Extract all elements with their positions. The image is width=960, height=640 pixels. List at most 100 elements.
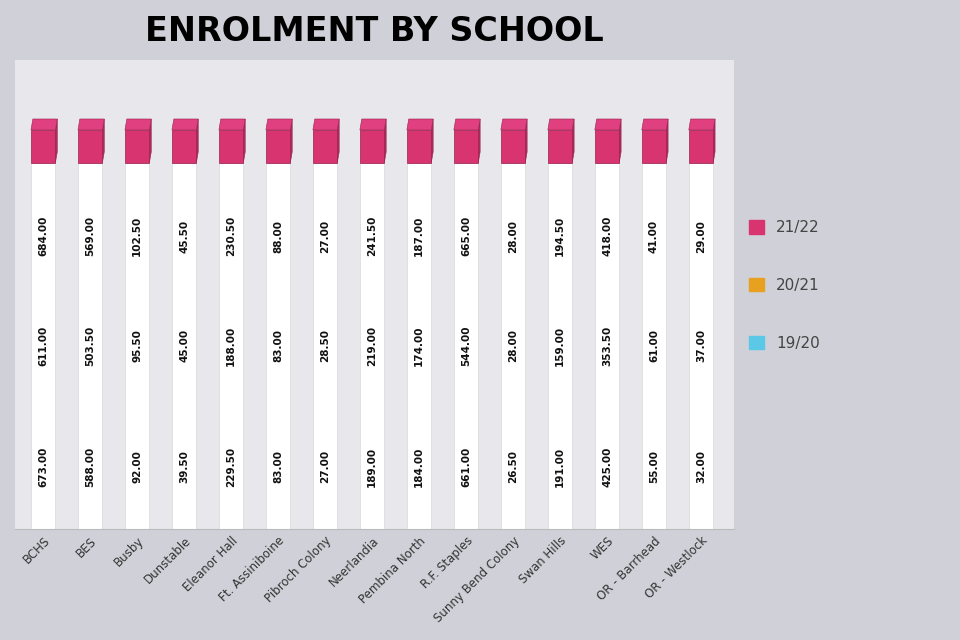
Text: 588.00: 588.00: [85, 447, 95, 487]
Text: 88.00: 88.00: [273, 220, 283, 253]
Polygon shape: [219, 119, 245, 130]
Bar: [31, 130, 56, 163]
Bar: [313, 163, 337, 529]
Text: 544.00: 544.00: [461, 326, 471, 366]
Bar: [313, 130, 337, 163]
Text: 95.50: 95.50: [132, 330, 142, 362]
Polygon shape: [31, 119, 58, 130]
Title: ENROLMENT BY SCHOOL: ENROLMENT BY SCHOOL: [145, 15, 604, 48]
Bar: [360, 130, 384, 163]
Text: 28.00: 28.00: [508, 220, 518, 253]
Polygon shape: [243, 119, 245, 163]
Bar: [407, 163, 431, 529]
Bar: [454, 163, 478, 529]
Polygon shape: [337, 119, 339, 163]
Polygon shape: [548, 119, 574, 130]
Text: 673.00: 673.00: [38, 447, 48, 487]
Text: 661.00: 661.00: [461, 447, 471, 487]
Text: 32.00: 32.00: [696, 450, 706, 483]
Text: 29.00: 29.00: [696, 220, 706, 253]
Text: 27.00: 27.00: [320, 220, 330, 253]
Text: 45.50: 45.50: [180, 220, 189, 253]
Text: 28.00: 28.00: [508, 330, 518, 362]
Polygon shape: [197, 119, 199, 163]
Bar: [125, 130, 150, 163]
Text: 665.00: 665.00: [461, 216, 471, 256]
Bar: [548, 130, 572, 163]
Text: 418.00: 418.00: [602, 216, 612, 256]
Text: 230.50: 230.50: [227, 216, 236, 256]
Polygon shape: [666, 119, 668, 163]
Text: 41.00: 41.00: [649, 220, 659, 253]
Bar: [642, 130, 666, 163]
Bar: [548, 163, 572, 529]
Text: 569.00: 569.00: [85, 216, 95, 256]
Text: 55.00: 55.00: [649, 450, 659, 483]
Polygon shape: [125, 119, 152, 130]
Text: 189.00: 189.00: [367, 447, 377, 486]
Text: 27.00: 27.00: [320, 450, 330, 483]
Text: 503.50: 503.50: [85, 326, 95, 366]
Bar: [78, 130, 103, 163]
Text: 159.00: 159.00: [555, 326, 565, 366]
Bar: [266, 130, 290, 163]
Text: 188.00: 188.00: [227, 326, 236, 366]
Polygon shape: [501, 119, 527, 130]
Bar: [501, 163, 525, 529]
Text: 191.00: 191.00: [555, 447, 565, 486]
Bar: [501, 130, 525, 163]
Polygon shape: [454, 119, 480, 130]
Polygon shape: [407, 119, 433, 130]
Text: 39.50: 39.50: [180, 450, 189, 483]
Text: 611.00: 611.00: [38, 326, 48, 366]
Text: 187.00: 187.00: [414, 216, 424, 256]
Polygon shape: [688, 119, 715, 130]
Polygon shape: [313, 119, 339, 130]
Bar: [595, 130, 619, 163]
Text: 219.00: 219.00: [367, 326, 377, 366]
Text: 61.00: 61.00: [649, 330, 659, 362]
Bar: [407, 130, 431, 163]
Polygon shape: [384, 119, 386, 163]
Polygon shape: [103, 119, 105, 163]
Text: 229.50: 229.50: [227, 447, 236, 486]
Bar: [642, 163, 666, 529]
Bar: [454, 130, 478, 163]
Polygon shape: [478, 119, 480, 163]
Text: 425.00: 425.00: [602, 447, 612, 487]
Bar: [595, 163, 619, 529]
Bar: [125, 163, 150, 529]
Text: 92.00: 92.00: [132, 450, 142, 483]
Text: 241.50: 241.50: [367, 216, 377, 256]
Polygon shape: [431, 119, 433, 163]
Text: 184.00: 184.00: [414, 447, 424, 487]
Polygon shape: [78, 119, 105, 130]
Text: 83.00: 83.00: [273, 330, 283, 362]
Text: 174.00: 174.00: [414, 326, 424, 366]
Polygon shape: [150, 119, 152, 163]
Polygon shape: [266, 119, 292, 130]
Bar: [78, 163, 103, 529]
Bar: [31, 163, 56, 529]
Polygon shape: [642, 119, 668, 130]
Polygon shape: [525, 119, 527, 163]
Polygon shape: [619, 119, 621, 163]
Text: 102.50: 102.50: [132, 216, 142, 256]
Bar: [219, 163, 243, 529]
Polygon shape: [56, 119, 58, 163]
Polygon shape: [713, 119, 715, 163]
Text: 28.50: 28.50: [320, 330, 330, 362]
Polygon shape: [360, 119, 386, 130]
Polygon shape: [595, 119, 621, 130]
Text: 26.50: 26.50: [508, 450, 518, 483]
Text: 353.50: 353.50: [602, 326, 612, 366]
Bar: [688, 163, 713, 529]
Polygon shape: [572, 119, 574, 163]
Polygon shape: [290, 119, 292, 163]
Text: 194.50: 194.50: [555, 216, 565, 256]
Polygon shape: [172, 119, 199, 130]
Text: 45.00: 45.00: [180, 330, 189, 362]
Bar: [360, 163, 384, 529]
Bar: [266, 163, 290, 529]
Text: 684.00: 684.00: [38, 216, 48, 256]
